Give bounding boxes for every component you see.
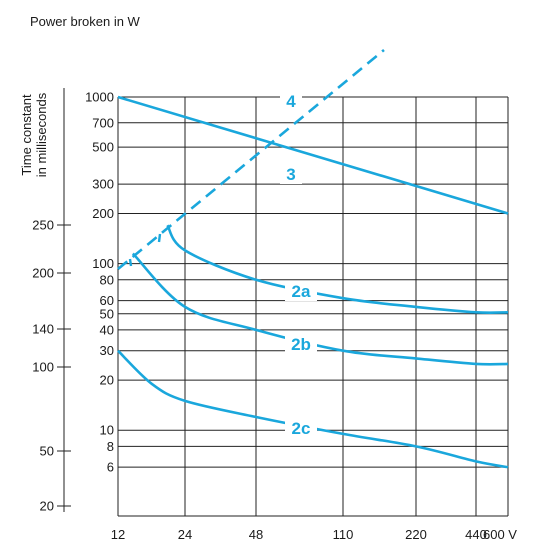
y-axis-title-line-2: in milliseconds [34,92,49,177]
y-tick-label-8: 8 [107,439,114,454]
y-tick-label-10: 10 [100,423,114,438]
x-tick-label-12: 12 [111,527,125,542]
y-tick-label-20: 20 [100,373,114,388]
y-tick-label-60: 60 [100,293,114,308]
series-2c-line [117,349,509,469]
y-tick-label-6: 6 [107,460,114,475]
y-axis-title-line-1: Time constant [19,94,34,176]
x-tick-label-220: 220 [405,527,427,542]
left-axis-label-20: 20 [40,499,54,514]
left-axis-label-50: 50 [40,444,54,459]
series-2c-label: 2c [292,419,311,438]
series-3-label-bg [280,164,302,184]
series-2b-line [131,252,509,366]
series-4-label: 4 [286,92,296,111]
series-2b-start-tick [128,258,133,267]
series-2a-label-bg [285,281,317,301]
series-2b-label-bg [285,334,317,354]
series-3-label: 3 [286,165,295,184]
x-tick-label-600: 600 V [483,527,517,542]
y-tick-label-300: 300 [92,177,114,192]
left-axis: 250 200 140 100 50 20 [32,88,71,514]
x-tick-label-440: 440 [465,527,487,542]
y-tick-label-700: 700 [92,115,114,130]
labels-layer: 4 3 2a 2b 2c [280,91,317,438]
series-2a-start-tick [157,233,162,243]
y-tick-label-100: 100 [92,256,114,271]
left-axis-label-100: 100 [32,360,54,375]
x-tick-label-24: 24 [178,527,192,542]
x-tick-label-48: 48 [249,527,263,542]
left-axis-label-250: 250 [32,218,54,233]
series-2b-label: 2b [291,335,311,354]
series-2a-label: 2a [292,282,311,301]
series-4-line [117,48,385,271]
y-tick-label-50: 50 [100,306,114,321]
y-tick-label-40: 40 [100,322,114,337]
y-axis-title: Time constant in milliseconds [19,92,49,177]
series-layer [117,48,509,469]
y-tick-label-500: 500 [92,140,114,155]
series-4-label-bg [280,91,302,111]
left-axis-label-200: 200 [32,266,54,281]
x-tick-label-110: 110 [333,527,354,542]
chart-title: Power broken in W [30,14,141,29]
y-tick-label-30: 30 [100,343,114,358]
y-tick-label-1000: 1000 [85,90,114,105]
left-axis-label-140: 140 [32,322,54,337]
y-tick-label-200: 200 [92,206,114,221]
series-2c-label-bg [285,418,317,438]
y-tick-label-80: 80 [100,272,114,287]
series-3-line [117,95,509,215]
series-2a-line [166,224,509,314]
